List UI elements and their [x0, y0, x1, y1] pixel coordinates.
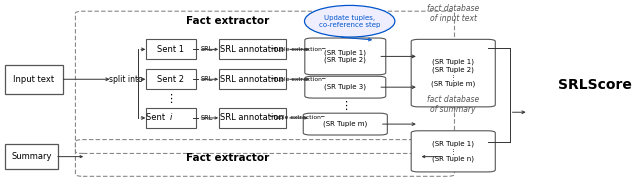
Text: (SR Tuple 1)
(SR Tuple 2)
⋮
(SR Tuple m): (SR Tuple 1) (SR Tuple 2) ⋮ (SR Tuple m)	[431, 59, 476, 87]
Text: Summary: Summary	[12, 152, 52, 161]
Ellipse shape	[305, 5, 395, 37]
Text: (SR Tuple 1)
⋮
(SR Tuple n): (SR Tuple 1) ⋮ (SR Tuple n)	[432, 141, 474, 162]
Text: SRLScore: SRLScore	[557, 78, 632, 92]
Text: i: i	[170, 113, 172, 122]
FancyBboxPatch shape	[411, 131, 495, 172]
FancyBboxPatch shape	[6, 145, 58, 169]
Text: ─Tuple extraction─: ─Tuple extraction─	[270, 47, 326, 52]
Text: ⋮: ⋮	[340, 101, 351, 111]
Text: SRL annotation: SRL annotation	[220, 45, 284, 54]
Text: Fact extractor: Fact extractor	[186, 153, 269, 163]
FancyBboxPatch shape	[146, 39, 196, 59]
FancyBboxPatch shape	[305, 38, 386, 75]
FancyBboxPatch shape	[218, 69, 286, 89]
Text: SRL: SRL	[201, 46, 213, 52]
Text: Sent 1: Sent 1	[157, 45, 184, 54]
FancyBboxPatch shape	[5, 65, 63, 94]
Text: fact database
of input text: fact database of input text	[427, 4, 479, 23]
Text: (SR Tuple 3): (SR Tuple 3)	[324, 84, 366, 90]
Text: SRL: SRL	[201, 76, 213, 82]
FancyBboxPatch shape	[305, 76, 386, 98]
Text: fact database
of summary: fact database of summary	[427, 95, 479, 114]
Text: SRL annotation: SRL annotation	[220, 113, 284, 122]
FancyBboxPatch shape	[146, 108, 196, 128]
FancyBboxPatch shape	[411, 39, 495, 107]
Text: SRL annotation: SRL annotation	[220, 75, 284, 84]
Text: SRL: SRL	[201, 115, 213, 121]
Text: Sent 2: Sent 2	[157, 75, 184, 84]
FancyBboxPatch shape	[218, 108, 286, 128]
Text: split into: split into	[109, 75, 143, 84]
Text: (SR Tuple 1)
(SR Tuple 2): (SR Tuple 1) (SR Tuple 2)	[324, 49, 366, 63]
Text: Fact extractor: Fact extractor	[186, 16, 269, 26]
FancyBboxPatch shape	[146, 69, 196, 89]
Text: Sent: Sent	[146, 113, 168, 122]
Text: Input text: Input text	[13, 75, 54, 84]
Text: Update tuples,
co-reference step: Update tuples, co-reference step	[319, 15, 380, 28]
Text: ─Tuple extraction─: ─Tuple extraction─	[269, 115, 325, 120]
FancyBboxPatch shape	[218, 39, 286, 59]
Text: ─Tuple extraction─: ─Tuple extraction─	[270, 77, 326, 82]
Text: ⋮: ⋮	[165, 94, 177, 104]
Text: (SR Tuple m): (SR Tuple m)	[323, 121, 367, 127]
FancyBboxPatch shape	[303, 113, 387, 135]
